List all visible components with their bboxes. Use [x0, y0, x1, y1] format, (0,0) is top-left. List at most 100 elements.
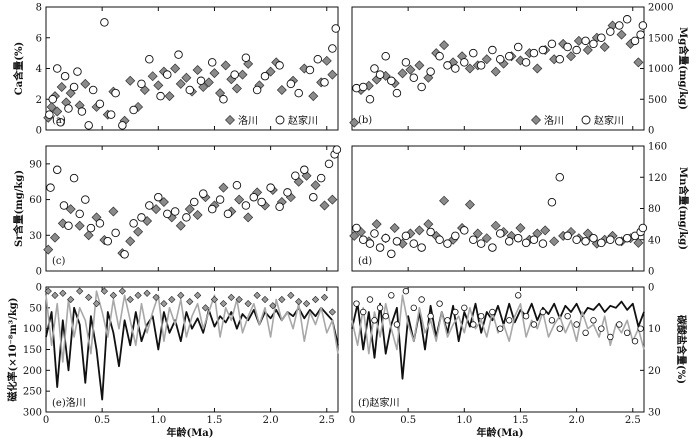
point-zhaojiachuan [266, 183, 275, 192]
carbonate-point-zhaojiachuan [598, 325, 605, 332]
carbonate-point-luochuan [126, 295, 134, 304]
carbonate-point-zhaojiachuan [360, 308, 367, 316]
point-zhaojiachuan [365, 94, 375, 104]
point-zhaojiachuan [328, 44, 337, 53]
point-luochuan [566, 51, 576, 62]
point-zhaojiachuan [476, 239, 486, 248]
y-tick-label: 30 [29, 231, 42, 242]
point-zhaojiachuan [69, 173, 79, 183]
point-luochuan [125, 236, 136, 247]
carbonate-point-luochuan [59, 289, 67, 297]
point-zhaojiachuan [145, 55, 154, 64]
point-zhaojiachuan [241, 53, 251, 62]
carbonate-point-zhaojiachuan [393, 321, 401, 328]
carbonate-point-luochuan [67, 295, 75, 304]
x-tick-label: 1.5 [207, 415, 223, 426]
point-luochuan [43, 244, 54, 255]
carbonate-point-luochuan [219, 300, 228, 308]
point-zhaojiachuan [320, 78, 329, 87]
carbonate-point-zhaojiachuan [477, 312, 485, 320]
x-tick-label: 2.5 [625, 415, 641, 426]
point-zhaojiachuan [163, 70, 172, 79]
point-luochuan [582, 45, 593, 56]
point-zhaojiachuan [316, 173, 326, 183]
carbonate-point-zhaojiachuan [607, 333, 614, 341]
point-luochuan [327, 69, 338, 80]
point-zhaojiachuan [300, 165, 309, 175]
point-zhaojiachuan [597, 33, 606, 43]
carbonate-point-luochuan [193, 291, 202, 299]
panel-frame-b [351, 6, 645, 131]
carbonate-point-zhaojiachuan [436, 300, 443, 307]
carbonate-point-zhaojiachuan [631, 337, 639, 345]
point-zhaojiachuan [469, 48, 478, 58]
point-zhaojiachuan [185, 85, 195, 95]
y-tick-label: 0 [36, 283, 42, 294]
point-zhaojiachuan [563, 231, 572, 241]
point-zhaojiachuan [469, 235, 478, 244]
point-zhaojiachuan [275, 202, 284, 211]
carbonate-point-luochuan [210, 295, 219, 304]
point-zhaojiachuan [154, 192, 163, 202]
point-zhaojiachuan [56, 118, 65, 127]
point-zhaojiachuan [622, 233, 632, 243]
point-luochuan [472, 228, 483, 239]
carbonate-point-luochuan [100, 287, 109, 295]
carbonate-point-luochuan [311, 295, 320, 304]
y-axis-label: Mn含量(mg/kg) [677, 167, 690, 250]
carbonate-point-luochuan [143, 289, 151, 297]
point-luochuan [321, 55, 332, 66]
series-group-f [351, 287, 645, 380]
carbonate-point-luochuan [227, 293, 235, 302]
point-zhaojiachuan [365, 239, 375, 248]
carbonate-point-luochuan [134, 291, 142, 299]
point-luochuan [234, 194, 245, 205]
point-zhaojiachuan [460, 58, 469, 67]
point-zhaojiachuan [352, 83, 361, 93]
x-tick-label: 2.0 [569, 415, 585, 426]
point-zhaojiachuan [451, 64, 460, 73]
point-zhaojiachuan [196, 76, 206, 86]
point-zhaojiachuan [156, 91, 165, 101]
y-tick-label: 8 [36, 3, 42, 14]
legend-label-luochuan: 洛川 [238, 114, 258, 127]
point-zhaojiachuan [137, 213, 146, 222]
point-zhaojiachuan [370, 64, 379, 73]
point-luochuan [423, 219, 434, 230]
carbonate-point-zhaojiachuan [497, 325, 504, 332]
point-zhaojiachuan [215, 195, 225, 204]
point-zhaojiachuan [597, 238, 606, 248]
point-zhaojiachuan [417, 243, 426, 252]
point-zhaojiachuan [370, 229, 379, 238]
point-zhaojiachuan [324, 159, 334, 169]
point-zhaojiachuan [64, 104, 73, 113]
point-zhaojiachuan [417, 82, 426, 92]
point-zhaojiachuan [75, 209, 84, 219]
point-zhaojiachuan [581, 237, 590, 246]
point-luochuan [532, 63, 543, 74]
point-luochuan [80, 78, 91, 89]
point-luochuan [371, 219, 382, 230]
x-tick-label: 2.5 [319, 415, 335, 426]
point-luochuan [231, 83, 242, 94]
carbonate-point-zhaojiachuan [573, 321, 580, 328]
panel-label: (f)赵家川 [358, 396, 400, 409]
point-zhaojiachuan [638, 223, 648, 233]
point-zhaojiachuan [495, 229, 505, 238]
point-zhaojiachuan [275, 61, 284, 70]
point-zhaojiachuan [260, 71, 270, 81]
carbonate-point-zhaojiachuan [637, 325, 644, 332]
point-luochuan [220, 60, 231, 71]
point-zhaojiachuan [84, 121, 93, 130]
point-luochuan [633, 237, 644, 248]
point-luochuan [52, 106, 63, 117]
point-zhaojiachuan [291, 171, 300, 181]
carbonate-point-luochuan [76, 287, 84, 295]
point-zhaojiachuan [170, 207, 180, 216]
carbonate-point-zhaojiachuan [616, 321, 623, 328]
carbonate-point-zhaojiachuan [623, 329, 631, 337]
point-zhaojiachuan [476, 61, 486, 70]
y-tick-label: 100 [23, 324, 42, 335]
point-luochuan [599, 41, 610, 52]
point-zhaojiachuan [232, 181, 242, 190]
